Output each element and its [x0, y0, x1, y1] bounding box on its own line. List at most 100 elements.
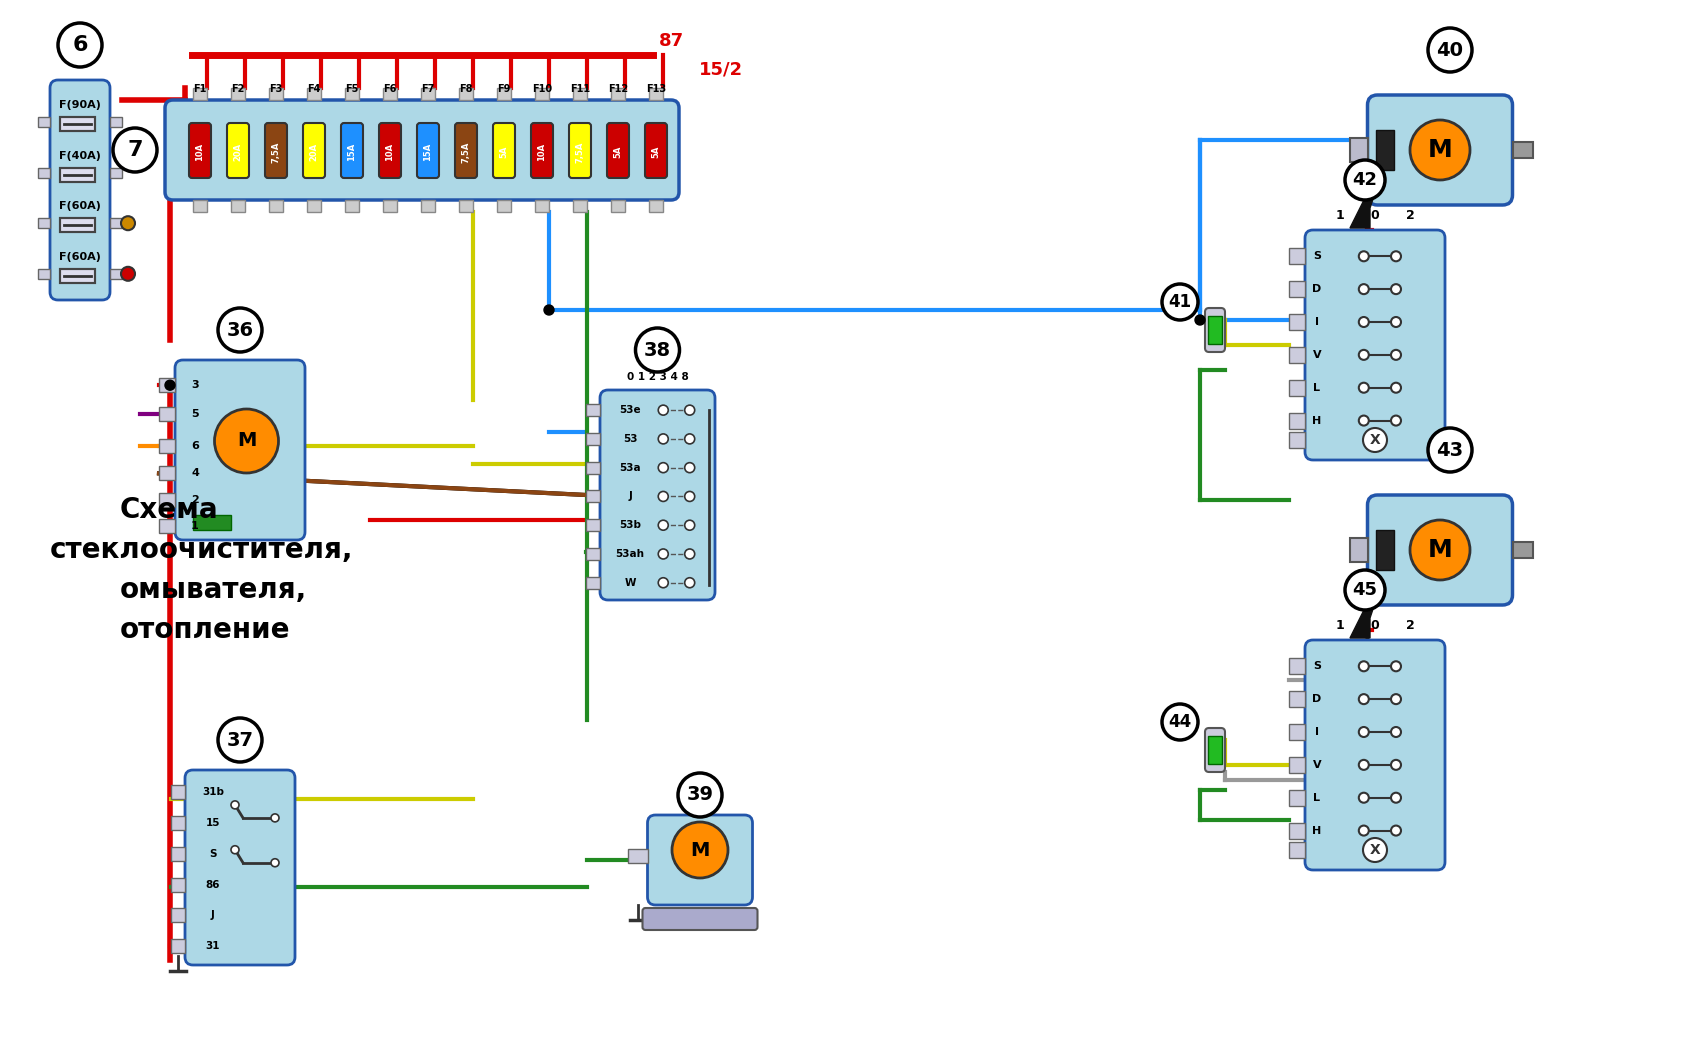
FancyBboxPatch shape	[1368, 95, 1513, 205]
Circle shape	[1195, 315, 1205, 325]
FancyBboxPatch shape	[176, 360, 305, 540]
Circle shape	[1358, 826, 1368, 835]
Circle shape	[1358, 284, 1368, 294]
Circle shape	[1358, 350, 1368, 359]
Circle shape	[1390, 416, 1401, 425]
Text: F1: F1	[193, 84, 206, 94]
Bar	[193, 515, 232, 530]
Text: 6: 6	[191, 441, 199, 452]
Text: H: H	[1312, 416, 1322, 425]
Circle shape	[218, 308, 262, 352]
Bar	[1513, 142, 1532, 158]
Bar	[1288, 658, 1305, 674]
Text: 15A: 15A	[348, 143, 356, 161]
Text: F6: F6	[383, 84, 397, 94]
Bar	[586, 519, 600, 531]
FancyBboxPatch shape	[646, 123, 666, 178]
Bar	[535, 88, 549, 100]
Bar	[60, 167, 95, 181]
Bar	[170, 908, 186, 922]
Text: F4: F4	[307, 84, 320, 94]
Text: 42: 42	[1353, 171, 1377, 189]
Bar	[60, 117, 95, 131]
Bar	[1288, 842, 1305, 858]
Text: 1: 1	[1336, 209, 1344, 222]
Bar	[1288, 314, 1305, 330]
Bar	[612, 200, 625, 212]
Text: J: J	[211, 911, 215, 920]
Bar	[1513, 542, 1532, 558]
Text: F(40A): F(40A)	[60, 151, 101, 161]
Bar	[60, 218, 95, 232]
Circle shape	[1390, 826, 1401, 835]
Bar	[586, 404, 600, 417]
Text: 7,5A: 7,5A	[271, 141, 281, 162]
Text: I: I	[1315, 727, 1319, 737]
Bar	[1288, 790, 1305, 806]
Text: 53b: 53b	[619, 520, 641, 530]
Bar	[170, 939, 186, 953]
Circle shape	[685, 492, 695, 501]
Text: 39: 39	[687, 785, 714, 805]
Bar	[170, 815, 186, 830]
Text: 6: 6	[72, 35, 87, 55]
Text: F(60A): F(60A)	[60, 252, 101, 262]
FancyBboxPatch shape	[600, 390, 716, 600]
Text: 10A: 10A	[537, 143, 547, 161]
Bar	[1288, 412, 1305, 428]
Text: X: X	[1370, 432, 1380, 447]
Polygon shape	[1350, 603, 1375, 638]
Bar	[573, 200, 586, 212]
Text: V: V	[1312, 760, 1321, 770]
Bar	[1288, 724, 1305, 740]
Text: 38: 38	[644, 340, 671, 359]
Circle shape	[1390, 793, 1401, 802]
Text: 36: 36	[227, 320, 254, 339]
Text: D: D	[1312, 694, 1322, 704]
Bar	[111, 167, 123, 178]
Bar	[193, 200, 206, 212]
Bar	[586, 432, 600, 445]
Text: 7: 7	[128, 140, 143, 160]
Text: 7,5A: 7,5A	[462, 141, 470, 162]
Text: S: S	[1314, 251, 1321, 261]
Bar	[232, 200, 245, 212]
Bar	[1375, 130, 1394, 170]
Text: L: L	[1314, 383, 1321, 392]
Text: 4: 4	[191, 469, 199, 478]
Text: 2: 2	[191, 495, 199, 506]
Text: F8: F8	[460, 84, 472, 94]
FancyBboxPatch shape	[607, 123, 629, 178]
Text: 87: 87	[659, 32, 683, 50]
Text: F13: F13	[646, 84, 666, 94]
Circle shape	[1390, 317, 1401, 326]
FancyBboxPatch shape	[165, 100, 678, 200]
Circle shape	[658, 492, 668, 501]
Text: M: M	[237, 431, 256, 450]
Circle shape	[121, 216, 135, 230]
Text: 0: 0	[1370, 619, 1379, 632]
Circle shape	[1358, 251, 1368, 261]
Circle shape	[658, 549, 668, 559]
Bar	[37, 167, 49, 178]
Text: 15/2: 15/2	[699, 61, 743, 80]
Text: 0: 0	[1370, 209, 1379, 222]
Bar	[1288, 347, 1305, 363]
FancyBboxPatch shape	[303, 123, 325, 178]
Circle shape	[1390, 727, 1401, 737]
Text: Схема: Схема	[119, 496, 218, 524]
Bar	[458, 88, 474, 100]
FancyBboxPatch shape	[492, 123, 515, 178]
Bar	[421, 200, 435, 212]
Circle shape	[658, 434, 668, 444]
Circle shape	[232, 801, 239, 809]
Bar	[498, 200, 511, 212]
Text: W: W	[624, 578, 636, 587]
Circle shape	[1390, 694, 1401, 704]
Bar	[170, 878, 186, 891]
Text: 43: 43	[1436, 441, 1464, 459]
Circle shape	[685, 462, 695, 473]
Text: D: D	[1312, 284, 1322, 294]
Text: 5A: 5A	[651, 146, 661, 158]
Bar	[586, 491, 600, 502]
